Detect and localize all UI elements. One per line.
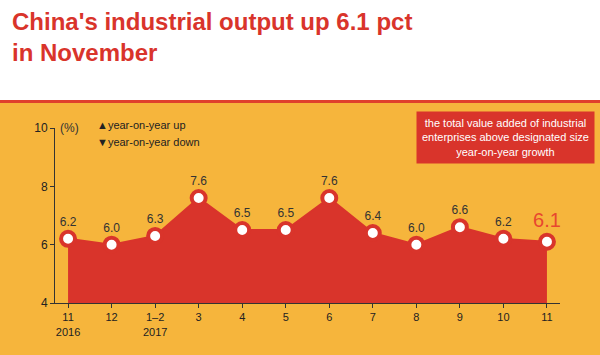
svg-text:6.0: 6.0 <box>408 221 425 235</box>
svg-text:7.6: 7.6 <box>321 174 338 188</box>
svg-text:3: 3 <box>196 311 202 323</box>
svg-text:4: 4 <box>41 296 48 310</box>
svg-text:▼year-on-year down: ▼year-on-year down <box>97 136 200 148</box>
svg-text:6.3: 6.3 <box>147 212 164 226</box>
svg-text:10: 10 <box>497 311 509 323</box>
svg-text:6: 6 <box>326 311 332 323</box>
svg-text:7.6: 7.6 <box>190 174 207 188</box>
svg-text:6.0: 6.0 <box>103 221 120 235</box>
svg-text:6.2: 6.2 <box>495 215 512 229</box>
svg-text:1–22017: 1–22017 <box>143 311 167 337</box>
svg-text:7: 7 <box>370 311 376 323</box>
svg-text:6.5: 6.5 <box>277 206 294 220</box>
svg-text:12: 12 <box>105 311 117 323</box>
svg-text:6.1: 6.1 <box>533 209 561 231</box>
svg-text:11: 11 <box>541 311 552 323</box>
svg-text:▲year-on-year up: ▲year-on-year up <box>97 119 186 131</box>
svg-text:6.6: 6.6 <box>452 203 469 217</box>
svg-text:4: 4 <box>239 311 245 323</box>
svg-text:112016: 112016 <box>56 311 80 337</box>
svg-text:6.4: 6.4 <box>364 209 381 223</box>
svg-text:8: 8 <box>413 311 419 323</box>
svg-text:5: 5 <box>283 311 289 323</box>
svg-text:(%): (%) <box>60 121 79 135</box>
svg-text:6.2: 6.2 <box>60 215 77 229</box>
svg-text:6.5: 6.5 <box>234 206 251 220</box>
svg-text:6: 6 <box>41 238 48 252</box>
svg-text:the total value added of indus: the total value added of industrialenter… <box>422 117 589 158</box>
svg-text:9: 9 <box>457 311 463 323</box>
svg-text:China's industrial output up 6: China's industrial output up 6.1 pctin N… <box>12 8 412 66</box>
svg-text:10: 10 <box>34 121 48 135</box>
svg-text:8: 8 <box>41 180 48 194</box>
